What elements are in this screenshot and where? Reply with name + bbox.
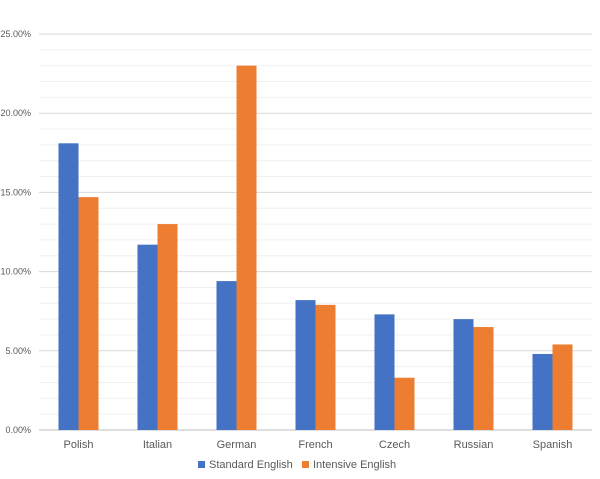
bar-standard-english-italian bbox=[137, 244, 158, 430]
y-axis-labels: 0.00% 5.00% 10.00% 15.00% 20.00% 25.00% bbox=[0, 29, 31, 435]
bar-standard-english-french bbox=[295, 300, 316, 430]
y-tick-label: 20.00% bbox=[0, 108, 31, 118]
legend: Standard English Intensive English bbox=[198, 459, 396, 471]
legend-label: Intensive English bbox=[313, 459, 396, 471]
legend-swatch bbox=[302, 461, 309, 468]
x-tick-label: Polish bbox=[64, 439, 94, 451]
bar-intensive-english-italian bbox=[157, 224, 178, 430]
bar-standard-english-polish bbox=[58, 143, 79, 430]
x-axis-labels: Polish Italian German French Czech Russian Spa… bbox=[64, 439, 573, 451]
legend-label: Standard English bbox=[209, 459, 293, 471]
y-tick-label: 15.00% bbox=[0, 187, 31, 197]
bar-intensive-english-german bbox=[236, 65, 257, 431]
y-tick-label: 25.00% bbox=[0, 29, 31, 39]
x-tick-label: French bbox=[298, 439, 332, 451]
y-tick-label: 0.00% bbox=[5, 425, 31, 435]
gridlines bbox=[39, 33, 592, 431]
x-tick-label: Czech bbox=[379, 439, 410, 451]
x-tick-label: Russian bbox=[454, 439, 494, 451]
bar-intensive-english-french bbox=[315, 304, 336, 430]
bar-standard-english-czech bbox=[374, 314, 395, 430]
x-tick-label: Italian bbox=[143, 439, 172, 451]
bar-intensive-english-russian bbox=[473, 327, 494, 430]
y-tick-label: 5.00% bbox=[5, 346, 31, 356]
x-tick-label: Spanish bbox=[533, 439, 573, 451]
bar-intensive-english-polish bbox=[78, 197, 99, 430]
bar-intensive-english-spanish bbox=[552, 344, 573, 430]
x-tick-label: German bbox=[217, 439, 257, 451]
y-tick-label: 10.00% bbox=[0, 267, 31, 277]
bar-intensive-english-czech bbox=[394, 377, 415, 430]
legend-swatch bbox=[198, 461, 205, 468]
bars bbox=[58, 65, 573, 431]
bar-standard-english-russian bbox=[453, 319, 474, 430]
bar-standard-english-german bbox=[216, 281, 237, 430]
bar-standard-english-spanish bbox=[532, 353, 553, 430]
